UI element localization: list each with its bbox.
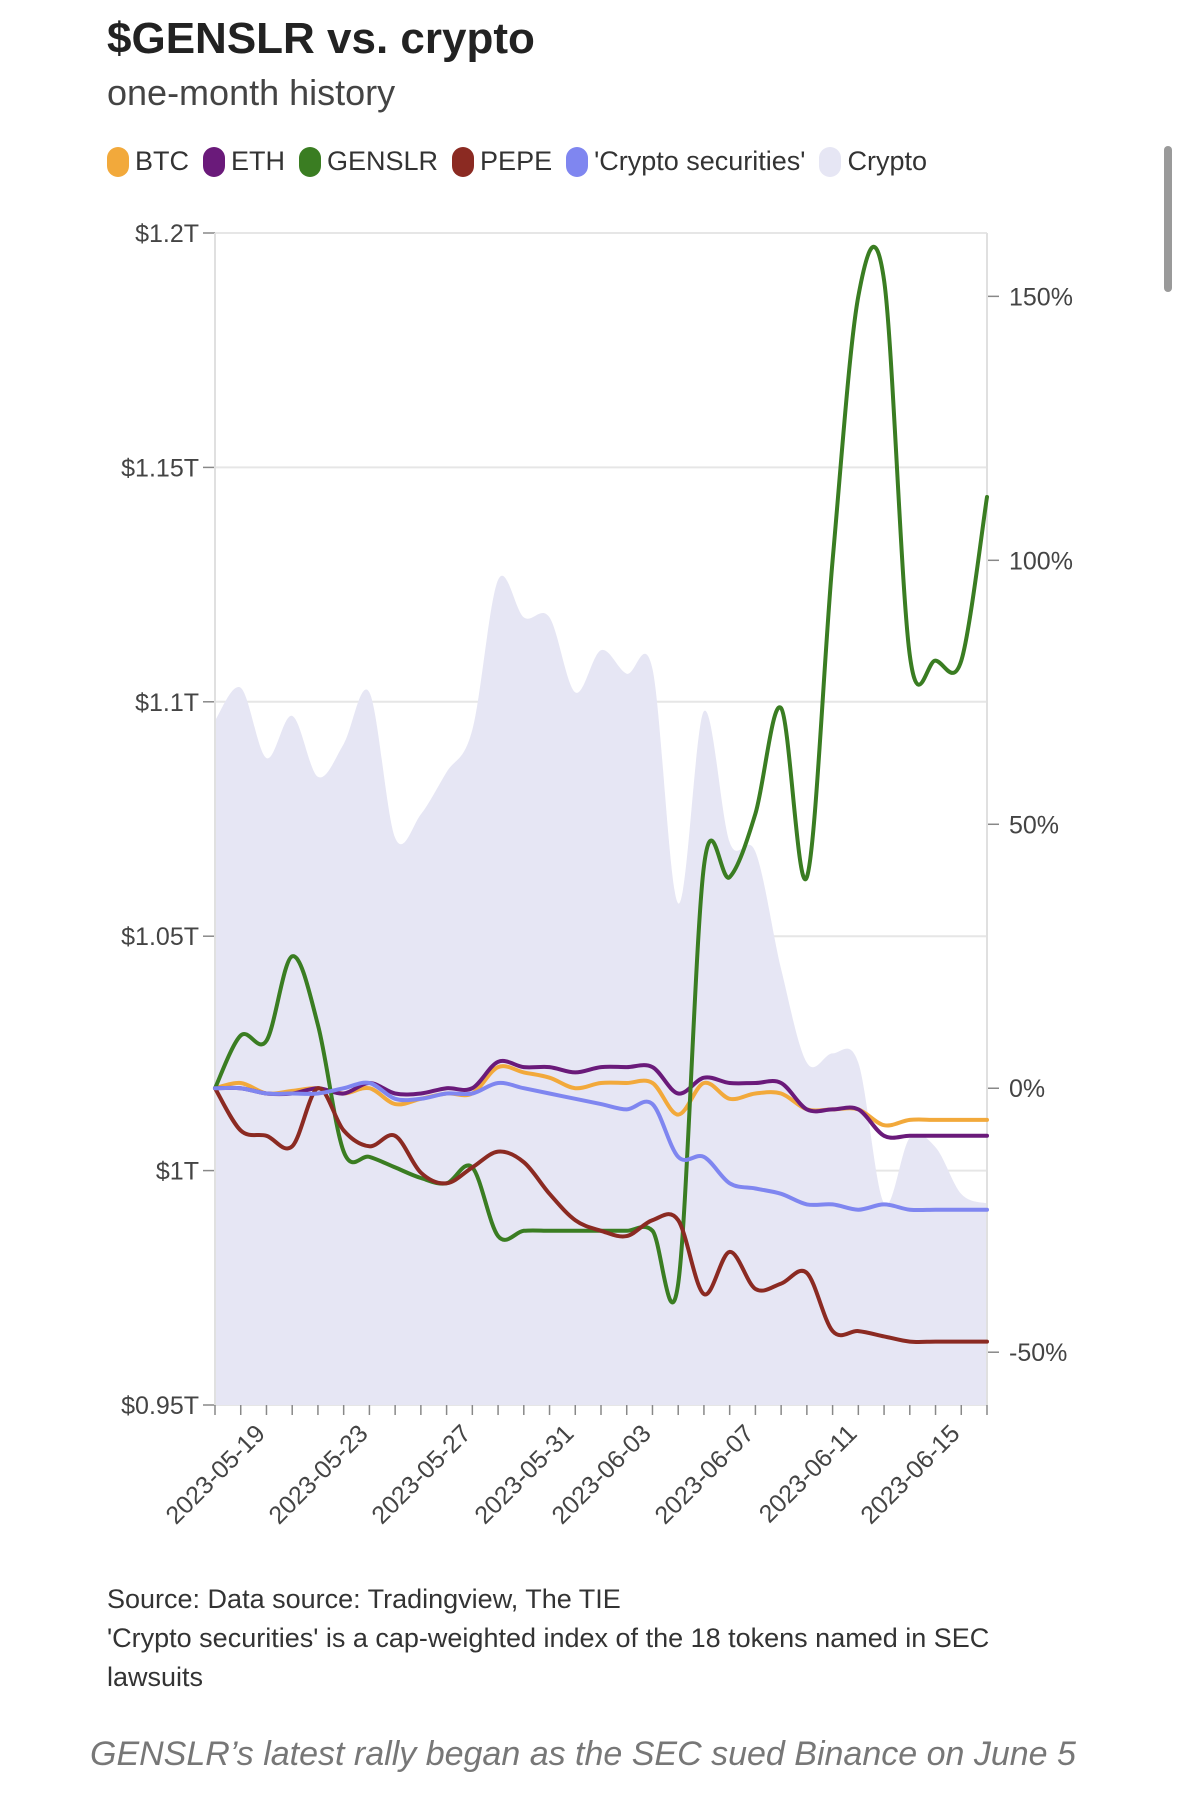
legend-item-crypto: Crypto <box>819 146 927 177</box>
y-left-tick-label-3: $1.1T <box>135 689 199 717</box>
legend-item-eth: ETH <box>203 146 285 177</box>
y-right-tick-label-2: 50% <box>1009 811 1059 839</box>
source-note: Source: Data source: Tradingview, The TI… <box>107 1580 1067 1697</box>
y-left-tick-label-2: $1.05T <box>121 923 199 951</box>
source-description: 'Crypto securities' is a cap-weighted in… <box>107 1623 990 1692</box>
legend-label-btc: BTC <box>135 146 189 176</box>
y-left-tick-label-4: $1.15T <box>121 454 199 482</box>
scrollbar[interactable] <box>1164 146 1172 292</box>
line-series-eth <box>213 1058 989 1140</box>
legend-label-genslr: GENSLR <box>327 146 439 176</box>
y-right-tick-label-3: 100% <box>1009 547 1073 575</box>
legend-swatch-crypto <box>819 146 842 177</box>
legend-swatch-genslr <box>299 146 321 177</box>
x-tick-label-7: 2023-06-15 <box>855 1419 965 1529</box>
y-left-tick-label-0: $0.95T <box>121 1392 199 1420</box>
figure-caption: GENSLR’s latest rally began as the SEC s… <box>90 1735 1076 1773</box>
legend-label-crypto-securities: 'Crypto securities' <box>594 146 806 176</box>
y-right-tick-label-1: 0% <box>1009 1075 1045 1103</box>
x-tick-label-1: 2023-05-23 <box>263 1419 373 1529</box>
legend-swatch-btc <box>107 146 129 177</box>
line-series-pepe <box>213 1086 989 1344</box>
y-left-tick-label-5: $1.2T <box>135 220 199 248</box>
legend-swatch-pepe <box>452 146 475 177</box>
line-series-genslr <box>213 244 989 1305</box>
legend-item-crypto-securities: 'Crypto securities' <box>566 146 805 177</box>
chart-subtitle: one-month history <box>107 72 396 113</box>
legend: BTC ETH GENSLR PEPE 'Crypto securities' … <box>107 146 941 177</box>
legend-swatch-crypto-securities <box>566 146 589 177</box>
y-left-tick-label-1: $1T <box>156 1158 199 1186</box>
legend-item-genslr: GENSLR <box>299 146 438 177</box>
legend-label-pepe: PEPE <box>480 146 553 176</box>
x-tick-label-6: 2023-06-11 <box>754 1419 863 1528</box>
line-series-crypto-securities <box>213 1080 989 1213</box>
legend-item-btc: BTC <box>107 146 189 177</box>
x-tick-label-0: 2023-05-19 <box>160 1419 270 1529</box>
y-right-tick-label-0: -50% <box>1009 1339 1067 1367</box>
legend-label-eth: ETH <box>231 146 285 176</box>
area-crypto <box>215 575 987 1405</box>
line-chart: $0.95T $1T $1.05T $1.1T $1.15T $1.2T -50% 0% 50%… <box>121 220 1073 1530</box>
legend-item-pepe: PEPE <box>452 146 552 177</box>
x-tick-label-2: 2023-05-27 <box>366 1419 476 1529</box>
chart-title: $GENSLR vs. crypto <box>107 14 535 63</box>
legend-swatch-eth <box>203 146 225 177</box>
x-tick-label-5: 2023-06-07 <box>649 1419 759 1529</box>
source-line: Source: Data source: Tradingview, The TI… <box>107 1584 621 1614</box>
legend-label-crypto: Crypto <box>847 146 927 176</box>
y-right-tick-label-4: 150% <box>1009 283 1073 311</box>
